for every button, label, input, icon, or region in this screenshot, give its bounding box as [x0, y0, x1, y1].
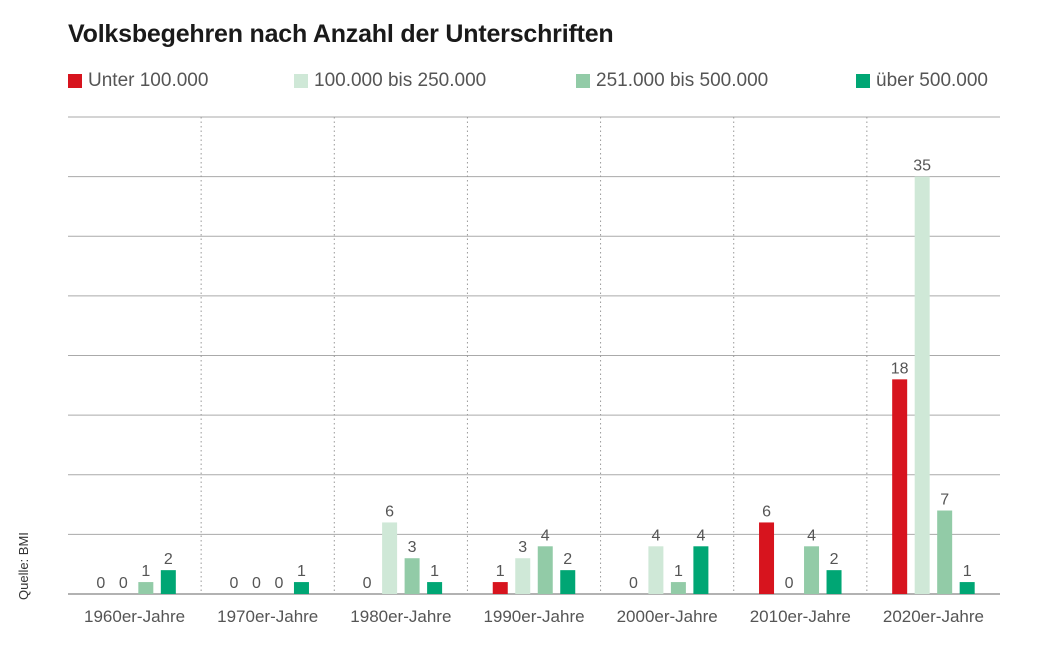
legend: Unter 100.000 100.000 bis 250.000 251.00…: [68, 68, 1000, 94]
bar: [427, 582, 443, 594]
x-tick-label: 1970er-Jahre: [217, 607, 318, 626]
bar: [804, 546, 820, 594]
bar: [560, 570, 576, 594]
legend-label: über 500.000: [876, 70, 988, 91]
data-label: 0: [275, 575, 284, 592]
data-label: 1: [496, 563, 505, 580]
bar: [537, 546, 553, 594]
data-label: 18: [891, 360, 909, 377]
bar: [382, 522, 398, 594]
bar: [515, 558, 531, 594]
data-label: 1: [141, 563, 150, 580]
data-label: 1: [963, 563, 972, 580]
data-label: 0: [363, 575, 372, 592]
legend-swatch: [294, 74, 308, 88]
data-label: 7: [940, 492, 949, 509]
bar: [693, 546, 709, 594]
data-label: 3: [408, 539, 417, 556]
data-label: 0: [119, 575, 128, 592]
bar: [404, 558, 420, 594]
legend-swatch: [856, 74, 870, 88]
bar: [826, 570, 842, 594]
data-label: 1: [674, 563, 683, 580]
data-label: 4: [651, 527, 660, 544]
data-label: 0: [230, 575, 239, 592]
data-label: 1: [430, 563, 439, 580]
data-label: 2: [830, 551, 839, 568]
legend-label: 251.000 bis 500.000: [596, 70, 769, 91]
bar: [648, 546, 664, 594]
data-label: 6: [385, 503, 394, 520]
legend-swatch: [68, 74, 82, 88]
legend-item-251000-bis-500000: 251.000 bis 500.000: [576, 68, 768, 94]
source-note: Quelle: BMI: [16, 532, 31, 600]
bar: [892, 379, 908, 594]
bar: [293, 582, 309, 594]
x-tick-label: 1960er-Jahre: [84, 607, 185, 626]
data-label: 1: [297, 563, 306, 580]
data-label: 0: [96, 575, 105, 592]
legend-item-ueber-500000: über 500.000: [856, 68, 988, 94]
legend-swatch: [576, 74, 590, 88]
x-tick-label: 2020er-Jahre: [883, 607, 984, 626]
bar: [492, 582, 508, 594]
x-tick-label: 2000er-Jahre: [617, 607, 718, 626]
data-label: 6: [762, 503, 771, 520]
bar: [759, 522, 775, 594]
data-label: 2: [563, 551, 572, 568]
data-label: 35: [913, 158, 931, 175]
bar: [959, 582, 975, 594]
legend-label: Unter 100.000: [88, 70, 209, 91]
x-tick-label: 1980er-Jahre: [350, 607, 451, 626]
legend-label: 100.000 bis 250.000: [314, 70, 487, 91]
bar: [160, 570, 176, 594]
data-label: 0: [785, 575, 794, 592]
data-label: 4: [807, 527, 816, 544]
data-label: 2: [164, 551, 173, 568]
data-label: 0: [252, 575, 261, 592]
legend-item-unter-100000: Unter 100.000: [68, 68, 208, 94]
chart-title: Volksbegehren nach Anzahl der Unterschri…: [68, 20, 614, 48]
data-label: 0: [629, 575, 638, 592]
bar: [670, 582, 686, 594]
x-tick-label: 1990er-Jahre: [483, 607, 584, 626]
data-label: 3: [518, 539, 527, 556]
data-label: 4: [541, 527, 550, 544]
x-tick-label: 2010er-Jahre: [750, 607, 851, 626]
bar: [138, 582, 154, 594]
data-label: 4: [696, 527, 705, 544]
bar: [937, 510, 953, 594]
bar: [914, 176, 930, 594]
legend-item-100000-bis-250000: 100.000 bis 250.000: [294, 68, 486, 94]
